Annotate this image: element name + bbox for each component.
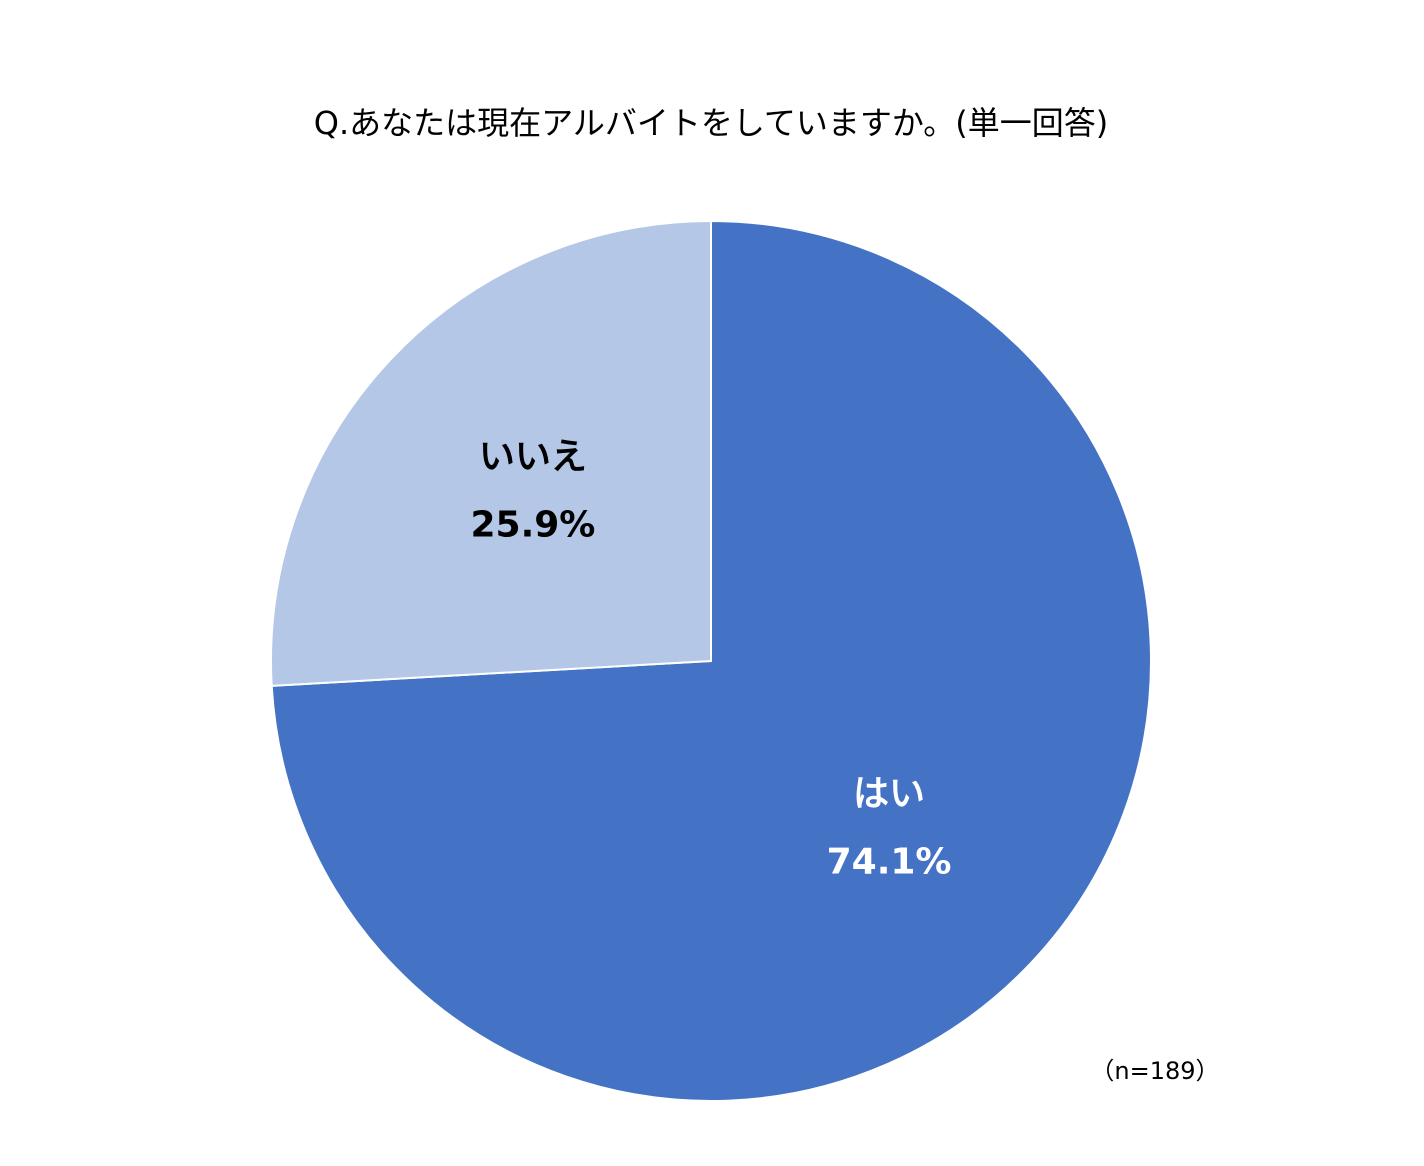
slice-value-label: 25.9% (470, 505, 595, 546)
sample-size-note: （n=189） (1090, 1057, 1219, 1085)
slice-value-label: 74.1% (827, 841, 952, 882)
chart-title: Q.あなたは現在アルバイトをしていますか。(単一回答) (314, 104, 1108, 142)
slice-category-label: いいえ (479, 437, 587, 478)
pie-slice (270, 219, 712, 687)
slice-category-label: はい (853, 773, 925, 814)
